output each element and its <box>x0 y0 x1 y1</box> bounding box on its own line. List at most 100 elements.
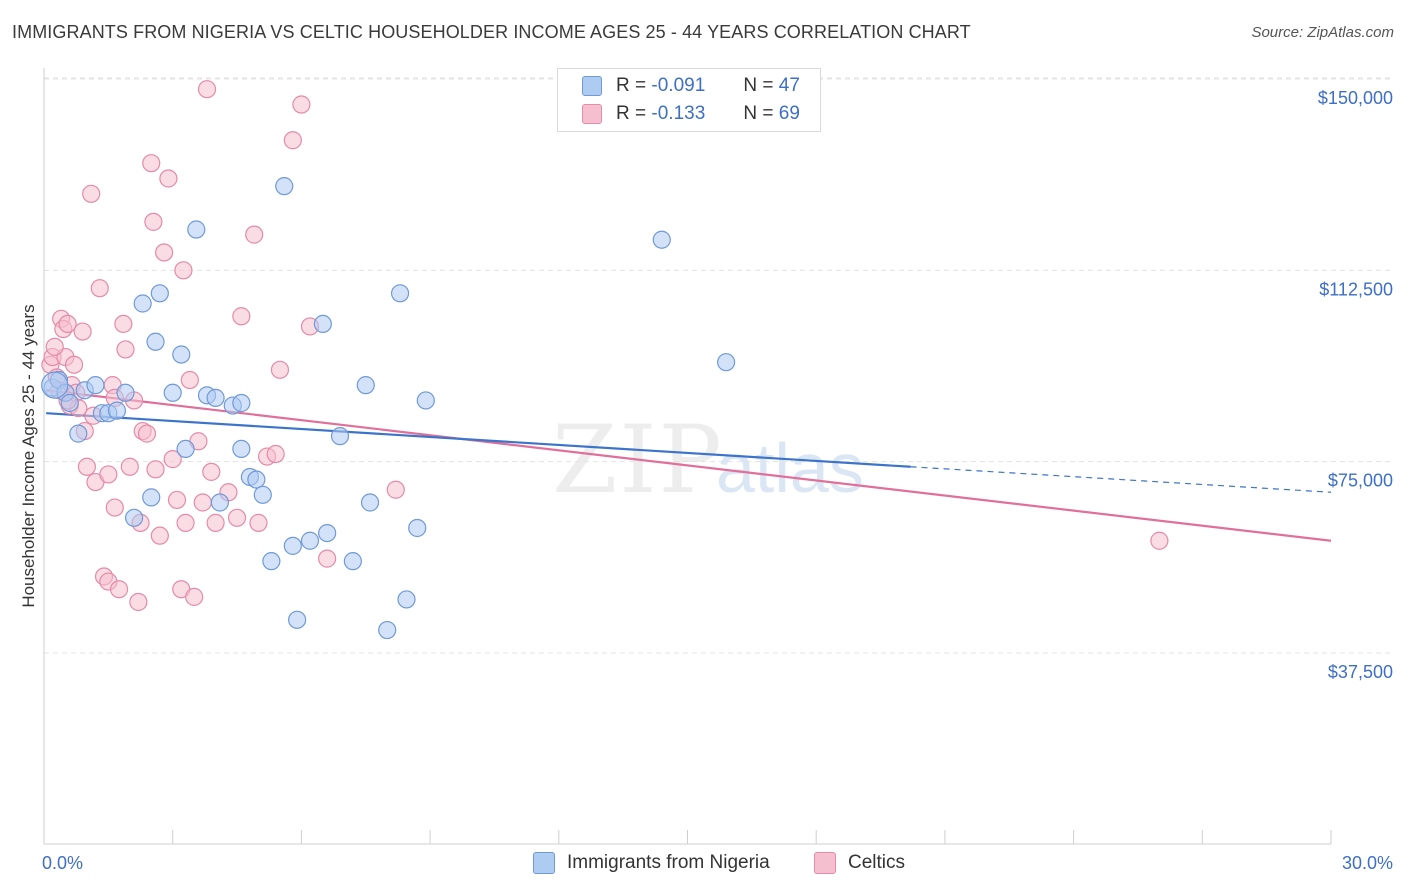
data-point-celtics <box>180 370 199 390</box>
data-point-celtics <box>137 424 157 443</box>
trend-line-nigeria <box>46 412 911 468</box>
data-point-nigeria <box>253 485 272 504</box>
data-point-nigeria <box>86 376 105 395</box>
legend-r-value-nigeria: -0.091 <box>651 75 706 96</box>
data-point-celtics <box>82 184 101 203</box>
data-point-celtics <box>114 314 133 334</box>
legend-swatch-nigeria <box>533 852 555 874</box>
legend-swatch-celtics <box>814 852 836 874</box>
data-point-celtics <box>1150 531 1169 550</box>
data-point-nigeria <box>146 332 165 351</box>
data-point-nigeria-cluster <box>41 371 69 399</box>
data-point-celtics <box>77 457 97 476</box>
legend-row-nigeria: R = -0.091 N = 47 <box>558 72 800 100</box>
data-point-celtics <box>202 462 221 481</box>
nigeria-points <box>41 177 736 640</box>
data-point-nigeria <box>343 552 362 571</box>
data-point-celtics <box>73 322 92 341</box>
data-point-nigeria <box>232 439 251 459</box>
data-point-celtics <box>163 450 182 469</box>
legend-n-label: N = <box>743 75 774 96</box>
data-point-nigeria <box>283 536 302 555</box>
data-point-celtics <box>386 480 405 499</box>
legend-swatch-celtics <box>582 104 602 124</box>
data-point-nigeria <box>288 610 307 629</box>
data-point-nigeria <box>378 620 397 640</box>
series-legend: Immigrants from Nigeria Celtics <box>0 852 1406 878</box>
legend-n-value-celtics: 69 <box>778 103 800 124</box>
data-point-nigeria <box>247 470 266 489</box>
data-point-nigeria <box>313 314 332 334</box>
trend-line-nigeria-extension <box>910 466 1332 493</box>
data-point-nigeria <box>408 518 427 538</box>
legend-item-nigeria[interactable]: Immigrants from Nigeria <box>533 852 770 874</box>
data-point-nigeria <box>397 590 416 609</box>
x-tick-labels: 0.0% 30.0% <box>42 853 1393 873</box>
data-point-celtics <box>266 444 285 464</box>
data-point-nigeria <box>232 393 251 413</box>
data-point-celtics <box>64 355 84 374</box>
trend-lines <box>46 389 1332 542</box>
data-point-nigeria <box>116 383 135 402</box>
chart-title: IMMIGRANTS FROM NIGERIA VS CELTIC HOUSEH… <box>12 22 971 42</box>
data-point-celtics <box>58 314 77 334</box>
data-point-celtics <box>116 340 135 359</box>
data-point-celtics <box>90 279 109 298</box>
data-point-celtics <box>318 549 337 568</box>
data-point-celtics <box>45 337 64 356</box>
data-point-nigeria <box>176 439 195 459</box>
data-point-nigeria <box>69 424 88 443</box>
data-point-nigeria <box>142 488 161 507</box>
data-point-celtics <box>155 243 174 262</box>
data-point-celtics <box>150 526 169 545</box>
watermark-atlas: atlas <box>716 429 864 507</box>
data-point-celtics <box>270 360 290 379</box>
legend-r-label: R = <box>616 103 647 124</box>
y-tick-label: $37,500 <box>1328 662 1393 682</box>
data-point-nigeria <box>210 493 229 512</box>
data-point-nigeria <box>390 284 410 303</box>
y-tick-label: $112,500 <box>1319 279 1393 299</box>
data-point-nigeria <box>360 493 380 512</box>
legend-r-label: R = <box>616 75 647 96</box>
data-point-nigeria <box>60 393 79 413</box>
data-point-celtics <box>292 95 311 114</box>
data-point-celtics <box>129 592 148 612</box>
legend-swatch-nigeria <box>582 76 602 96</box>
y-tick-labels: $37,500 $75,000 $112,500 $150,000 <box>1318 88 1393 682</box>
data-point-celtics <box>227 508 247 527</box>
data-point-celtics <box>245 225 264 244</box>
source-label: Source: ZipAtlas.com <box>1251 24 1394 41</box>
data-point-celtics <box>174 261 193 280</box>
data-point-celtics <box>159 169 178 188</box>
legend-r-value-celtics: -0.133 <box>651 103 706 124</box>
data-point-nigeria <box>187 220 206 239</box>
data-point-nigeria <box>150 284 169 303</box>
data-point-celtics <box>120 457 139 476</box>
x-tick-label-start: 0.0% <box>42 853 83 873</box>
data-point-celtics <box>193 493 212 512</box>
legend-n-value-nigeria: 47 <box>778 75 800 96</box>
y-tick-label: $150,000 <box>1318 88 1393 108</box>
data-point-celtics <box>283 131 302 150</box>
data-point-nigeria <box>262 552 281 571</box>
data-point-celtics <box>99 465 118 484</box>
trend-line-celtics <box>46 389 1332 542</box>
data-point-nigeria <box>275 177 294 196</box>
data-point-nigeria <box>300 531 320 550</box>
data-point-celtics <box>167 490 187 510</box>
legend-row-celtics: R = -0.133 N = 69 <box>558 100 800 128</box>
celtics-points <box>41 80 1169 612</box>
data-point-nigeria <box>163 383 182 402</box>
data-point-nigeria <box>416 391 435 410</box>
legend-item-celtics[interactable]: Celtics <box>814 852 905 874</box>
data-point-celtics <box>232 307 251 326</box>
data-point-celtics <box>144 212 163 231</box>
y-tick-label: $75,000 <box>1328 471 1393 491</box>
data-point-nigeria <box>652 230 671 249</box>
stats-legend: R = -0.091 N = 47 R = -0.133 N = 69 <box>557 68 821 132</box>
x-tick-label-end: 30.0% <box>1342 853 1393 873</box>
data-point-nigeria <box>107 401 127 420</box>
data-point-celtics <box>176 513 195 532</box>
